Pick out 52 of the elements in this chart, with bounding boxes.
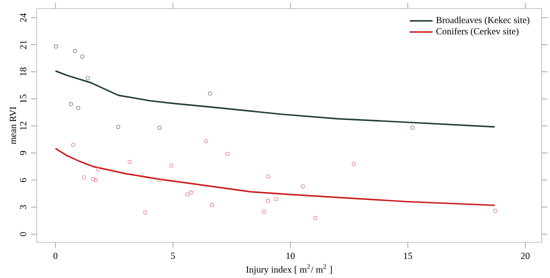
point	[68, 102, 73, 106]
point	[204, 139, 208, 144]
line-series	[54, 148, 496, 206]
y-tick-label: 3	[20, 205, 26, 209]
y-axis-title: mean RVI	[10, 106, 16, 144]
point	[71, 142, 76, 147]
y-tick-label: 15	[20, 94, 26, 103]
point	[185, 192, 190, 196]
point	[157, 178, 162, 182]
legend-label: Broadleaves (Kekec site)	[436, 16, 530, 26]
point	[210, 203, 214, 208]
point	[76, 106, 80, 110]
point	[80, 54, 84, 58]
point	[128, 160, 132, 164]
point	[94, 178, 98, 182]
x-tick-label: 5	[171, 252, 175, 259]
point	[300, 184, 305, 188]
point	[54, 44, 58, 49]
point	[262, 210, 266, 214]
y-tick-label: 0	[20, 232, 26, 236]
point	[72, 49, 77, 54]
y-tick-label: 6	[20, 178, 26, 182]
point	[189, 190, 194, 195]
point	[169, 164, 174, 168]
point	[352, 162, 356, 166]
y-tick-label: 18	[20, 67, 26, 76]
point	[96, 167, 100, 172]
point	[313, 216, 318, 220]
point	[266, 174, 270, 178]
x-axis-title: Injury index [ m$^{2}$/ m$^{2}$ ]	[246, 264, 332, 275]
point	[274, 196, 278, 201]
point	[82, 175, 86, 180]
x-tick-label: 0	[53, 252, 58, 259]
y-tick-label: 21	[20, 40, 26, 49]
point	[410, 126, 415, 130]
x-tick-label: 10	[286, 252, 295, 259]
point	[143, 210, 148, 215]
point	[158, 126, 162, 130]
point	[86, 76, 90, 80]
point	[225, 152, 230, 156]
point	[493, 208, 498, 213]
point	[266, 198, 270, 203]
line-series	[54, 70, 496, 128]
legend-label: Conifers (Cerkev site)	[436, 28, 518, 36]
y-tick-label: 9	[20, 151, 26, 156]
point	[91, 177, 96, 182]
y-tick-label: 12	[20, 122, 26, 130]
point	[208, 91, 212, 96]
x-tick-label: 15	[404, 252, 412, 259]
x-tick-label: 20	[521, 252, 530, 259]
point	[116, 124, 120, 129]
y-tick-label: 24	[20, 13, 26, 22]
